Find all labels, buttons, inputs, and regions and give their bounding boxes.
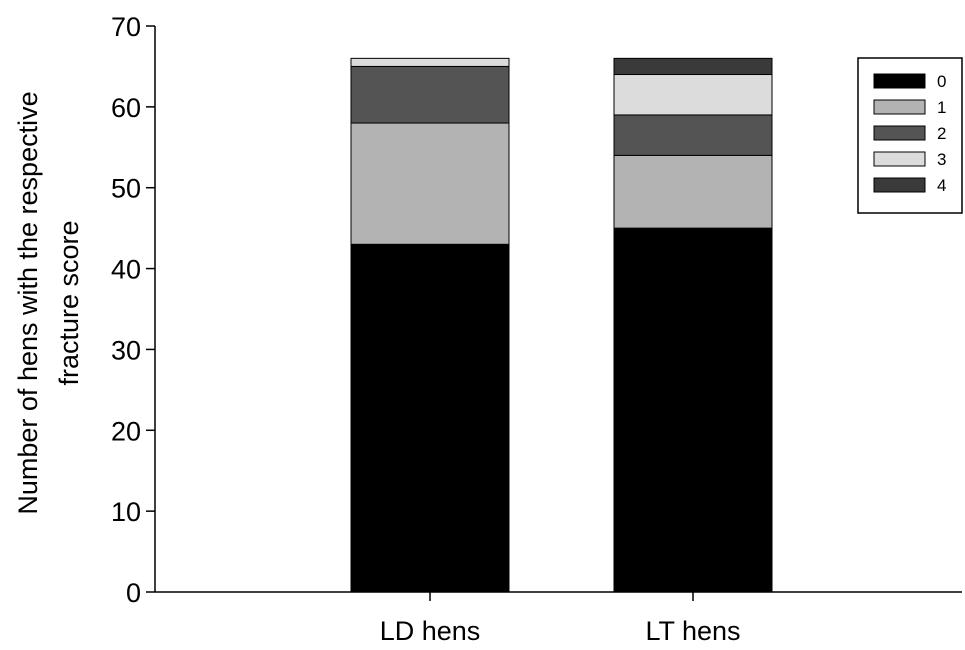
y-axis-label: Number of hens with the respective fract… (13, 91, 84, 514)
bar-segment (613, 74, 773, 116)
y-axis-label-line-2: fracture score (54, 220, 84, 385)
bar-segment (350, 65, 510, 124)
y-axis: 0 10 20 30 40 50 60 70 (111, 12, 156, 608)
legend-swatch (873, 151, 926, 167)
bar-segment (613, 227, 773, 593)
bar-segment (350, 243, 510, 593)
y-tick-label: 0 (126, 578, 141, 608)
bar-segment (613, 57, 773, 76)
y-tick-label: 40 (111, 255, 141, 285)
bar-segment (613, 154, 773, 229)
y-tick-label: 70 (111, 12, 141, 42)
x-tick-label: LT hens (645, 616, 740, 646)
legend-swatch (873, 73, 926, 89)
legend-swatch (873, 125, 926, 141)
bar-segment (350, 122, 510, 245)
y-tick-label: 30 (111, 335, 141, 365)
bar-segment (350, 57, 510, 67)
legend-swatch (873, 177, 926, 193)
legend-label: 4 (937, 176, 946, 195)
y-tick-label: 60 (111, 93, 141, 123)
bars (350, 57, 773, 593)
x-axis: LD hens LT hens (155, 591, 962, 646)
legend-label: 3 (937, 150, 946, 169)
legend: 0 1 2 3 4 (857, 57, 963, 214)
y-tick-label: 50 (111, 174, 141, 204)
legend-label: 0 (937, 72, 946, 91)
legend-label: 2 (937, 124, 946, 143)
y-axis-label-line-1: Number of hens with the respective (13, 91, 43, 514)
y-tick-label: 20 (111, 416, 141, 446)
y-tick-label: 10 (111, 497, 141, 527)
x-tick-label: LD hens (380, 616, 481, 646)
legend-label: 1 (937, 98, 946, 117)
bar-segment (613, 114, 773, 156)
legend-swatch (873, 99, 926, 115)
